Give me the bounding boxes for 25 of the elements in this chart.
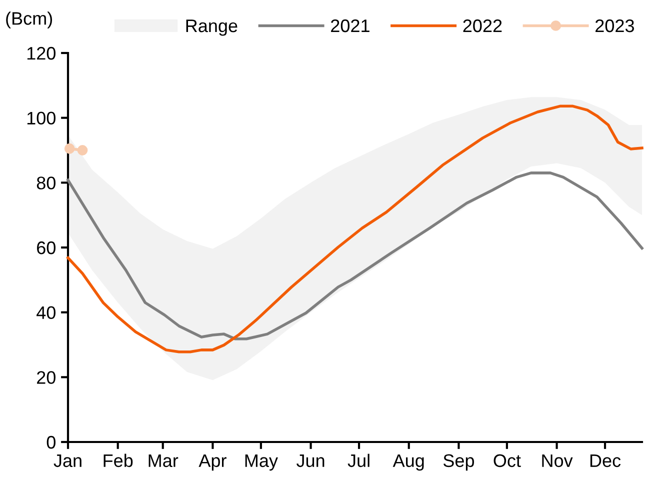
line-series [66, 172, 644, 340]
x-tick-label: Nov [542, 454, 573, 468]
y-axis-title: (Bcm) [6, 12, 52, 28]
x-tick-label: Jun [296, 454, 324, 468]
y-tick-label: 60 [37, 241, 56, 254]
legend-label: 2022 [463, 19, 502, 32]
y-tick-label: 20 [37, 371, 56, 384]
x-tick-label: Aug [392, 454, 424, 471]
y-tick-label: 120 [27, 46, 56, 60]
x-tick-label: Jan [54, 454, 82, 468]
x-tick-label: Apr [198, 454, 226, 471]
y-tick-label: 100 [27, 112, 56, 125]
x-tick-label: Mar [148, 454, 178, 468]
x-tick-label: Sep [443, 454, 474, 471]
legend-label: Range [186, 20, 238, 36]
x-tick-label: Dec [590, 454, 621, 468]
x-tick-label: Jul [348, 454, 370, 468]
y-tick-label: 80 [36, 176, 56, 190]
x-tick-label: May [245, 454, 278, 471]
legend-label: 2023 [596, 19, 634, 32]
x-tick-label: Oct [494, 454, 521, 468]
y-tick-label: 40 [36, 306, 56, 320]
x-tick-label: Feb [104, 454, 133, 468]
legend-label: 2021 [331, 19, 370, 32]
y-tick-label: 0 [46, 436, 56, 449]
